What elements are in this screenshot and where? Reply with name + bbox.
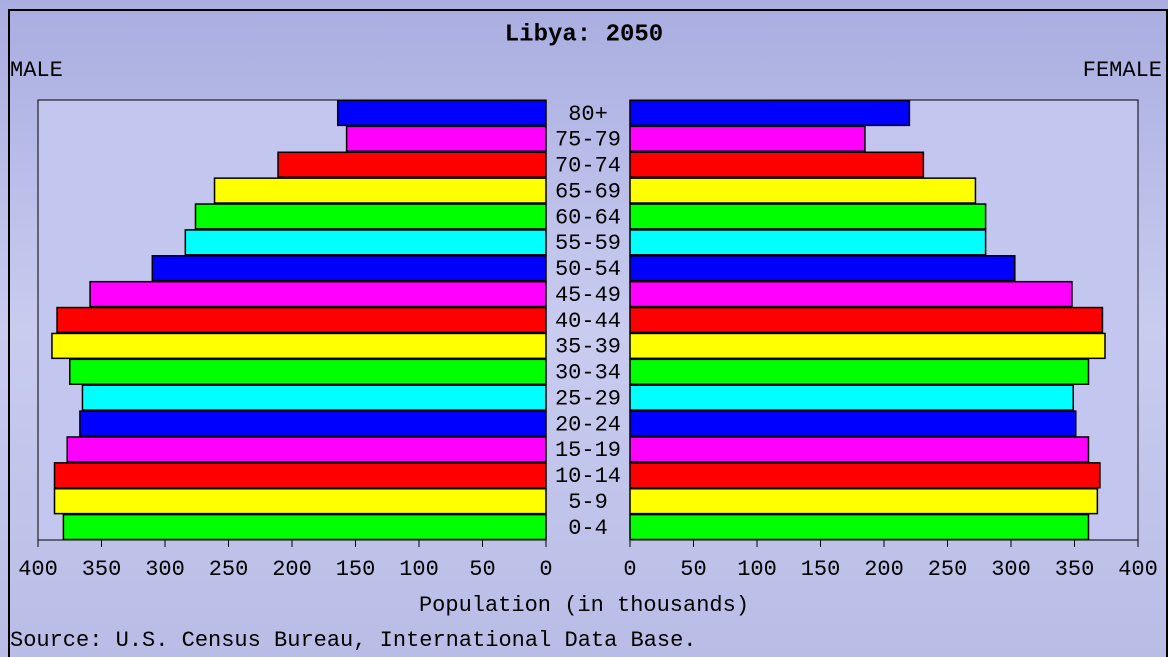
category-label: 15-19 xyxy=(555,438,621,463)
bar-female xyxy=(629,306,1104,334)
x-tick-label: 100 xyxy=(399,557,439,582)
category-label: 75-79 xyxy=(555,128,621,153)
bar-male xyxy=(277,151,547,178)
bar-male xyxy=(336,99,547,127)
bar-male xyxy=(69,358,547,385)
bar-female xyxy=(629,280,1073,308)
x-tick-label: 350 xyxy=(82,557,122,582)
x-tick-label: 50 xyxy=(680,557,706,582)
x-tick-label: 150 xyxy=(801,557,841,582)
category-label: 10-14 xyxy=(555,464,621,489)
bar-female xyxy=(629,384,1074,411)
x-tick-label: 0 xyxy=(623,557,636,582)
category-label: 70-74 xyxy=(555,154,621,179)
bar-male xyxy=(56,306,547,334)
x-axis-label: Population (in thousands) xyxy=(419,593,749,618)
x-tick-label: 200 xyxy=(272,557,312,582)
category-label: 25-29 xyxy=(555,386,621,411)
bar-female xyxy=(629,462,1101,489)
bar-male xyxy=(345,125,547,153)
category-label: 5-9 xyxy=(568,490,608,515)
category-label: 65-69 xyxy=(555,179,621,204)
bar-female xyxy=(629,358,1090,385)
x-tick-label: 50 xyxy=(469,557,495,582)
x-tick-label: 400 xyxy=(18,557,58,582)
bar-male xyxy=(194,203,547,230)
bar-male xyxy=(62,513,547,541)
bar-female xyxy=(629,99,911,127)
bar-male xyxy=(51,332,547,360)
category-label: 40-44 xyxy=(555,309,621,334)
legend-left: MALE xyxy=(10,58,63,83)
bar-female xyxy=(629,487,1099,515)
bar-male xyxy=(151,255,547,282)
category-label: 80+ xyxy=(568,102,608,127)
bar-male xyxy=(53,487,547,515)
bar-female xyxy=(629,125,866,153)
bar-male xyxy=(66,436,547,463)
chart-title: Libya: 2050 xyxy=(505,21,663,48)
x-tick-label: 100 xyxy=(737,557,777,582)
x-tick-label: 400 xyxy=(1118,557,1158,582)
x-tick-label: 250 xyxy=(928,557,968,582)
source-note: Source: U.S. Census Bureau, Internationa… xyxy=(10,628,697,653)
bar-female xyxy=(629,177,977,204)
bar-female xyxy=(629,513,1090,541)
frame xyxy=(8,9,1168,657)
category-label: 35-39 xyxy=(555,335,621,360)
x-tick-label: 150 xyxy=(336,557,376,582)
bar-male xyxy=(89,280,547,308)
bar-female xyxy=(629,332,1106,360)
x-tick-label: 200 xyxy=(864,557,904,582)
category-label: 0-4 xyxy=(568,516,608,541)
bar-female xyxy=(629,203,987,230)
x-tick-label: 0 xyxy=(539,557,552,582)
legend-right: FEMALE xyxy=(1083,58,1162,83)
bar-female xyxy=(629,410,1077,437)
bar-female xyxy=(629,255,1016,282)
bar-male xyxy=(184,229,547,256)
category-label: 20-24 xyxy=(555,412,621,437)
bar-male xyxy=(213,177,547,204)
bar-male xyxy=(79,410,547,437)
category-label: 45-49 xyxy=(555,283,621,308)
x-tick-label: 300 xyxy=(991,557,1031,582)
bar-female xyxy=(629,229,987,256)
x-tick-label: 250 xyxy=(209,557,249,582)
x-tick-label: 350 xyxy=(1055,557,1095,582)
bar-male xyxy=(81,384,547,411)
category-label: 55-59 xyxy=(555,231,621,256)
bar-female xyxy=(629,151,925,178)
bar-female xyxy=(629,436,1090,463)
x-tick-label: 300 xyxy=(145,557,185,582)
category-label: 30-34 xyxy=(555,361,621,386)
category-label: 60-64 xyxy=(555,205,621,230)
category-label: 50-54 xyxy=(555,257,621,282)
bar-male xyxy=(53,462,547,489)
